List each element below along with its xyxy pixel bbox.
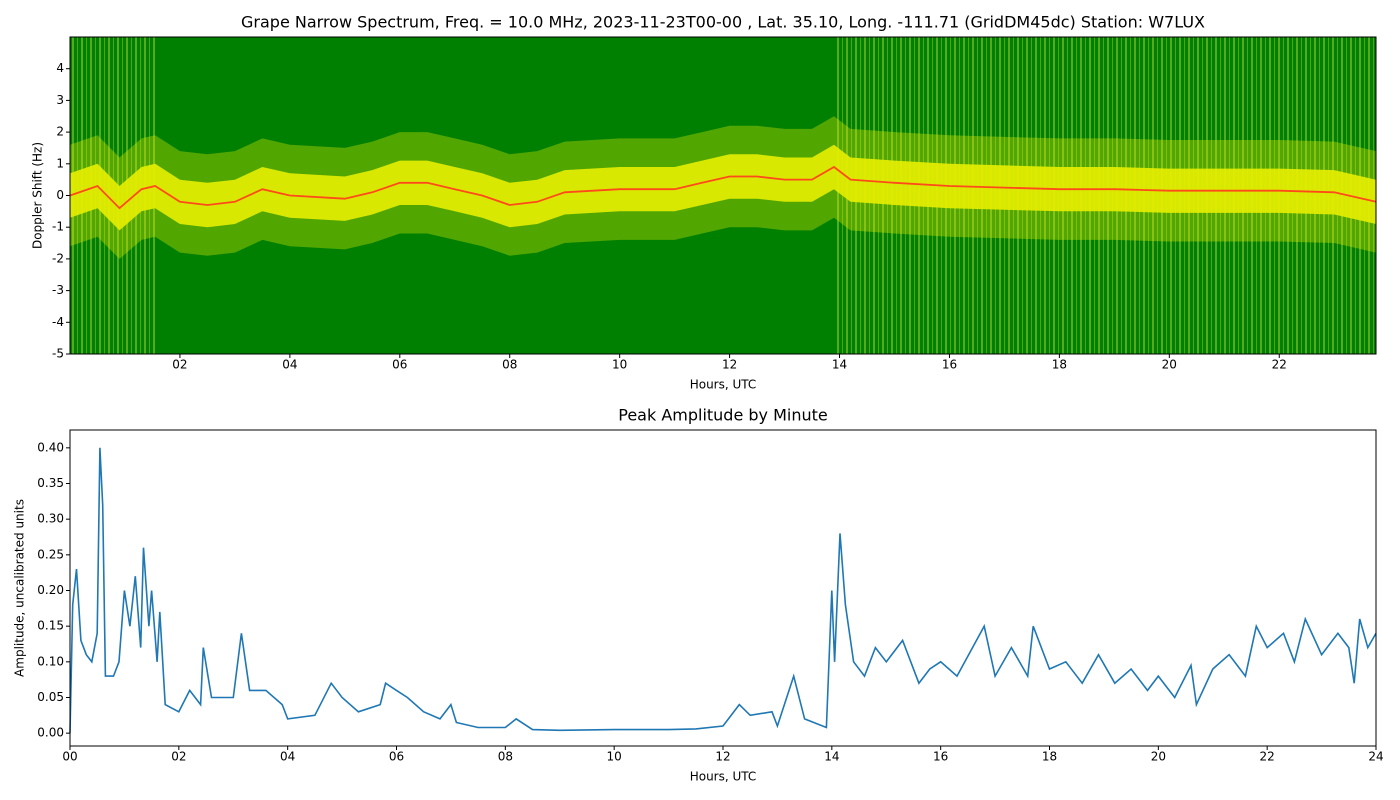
y-tick-label: -2 bbox=[52, 251, 64, 265]
x-tick-label: 08 bbox=[502, 358, 517, 372]
y-tick-label: 0.05 bbox=[37, 690, 64, 704]
x-tick-label: 06 bbox=[392, 358, 407, 372]
line-panel: 00 02 04 06 08 10 12 14 16 18 20 22 24 0.00 0.05 0.10 0.… bbox=[13, 406, 1384, 784]
signal-band bbox=[70, 144, 1376, 231]
y-tick-label: 0.30 bbox=[37, 512, 64, 526]
plot-frame bbox=[69, 429, 1377, 747]
x-tick-label: 04 bbox=[280, 750, 295, 764]
y-tick-label: 1 bbox=[56, 156, 64, 170]
x-tick-label: 12 bbox=[722, 358, 737, 372]
x-tick-label: 10 bbox=[612, 358, 627, 372]
x-tick-label: 04 bbox=[282, 358, 297, 372]
y-tick-label: 0.00 bbox=[37, 726, 64, 740]
y-tick-label: 0.15 bbox=[37, 619, 64, 633]
y-tick-label: -5 bbox=[52, 347, 64, 361]
y-tick-label: 0.35 bbox=[37, 476, 64, 490]
x-tick-label: 02 bbox=[172, 358, 187, 372]
x-tick-label: 14 bbox=[832, 358, 847, 372]
y-tick-label: -4 bbox=[52, 315, 64, 329]
x-tick-label: 06 bbox=[389, 750, 404, 764]
x-axis-label: Hours, UTC bbox=[690, 770, 757, 784]
y-tick-label: 4 bbox=[56, 61, 64, 75]
y-axis-label: Doppler Shift (Hz) bbox=[31, 142, 45, 249]
x-tick-label: 22 bbox=[1272, 358, 1287, 372]
y-tick-label: -1 bbox=[52, 220, 64, 234]
x-tick-label: 14 bbox=[824, 750, 839, 764]
y-tick-label: 0.20 bbox=[37, 583, 64, 597]
x-tick-label: 16 bbox=[933, 750, 948, 764]
amplitude-line bbox=[69, 447, 1377, 734]
y-tick-label: 0.10 bbox=[37, 654, 64, 668]
y-tick-label: 3 bbox=[56, 93, 64, 107]
x-tick-label: 16 bbox=[942, 358, 957, 372]
x-axis-label: Hours, UTC bbox=[690, 378, 757, 392]
spectrogram-panel: 02 04 06 08 10 12 14 16 18 20 22-5-4-3-2-101234Gra… bbox=[31, 13, 1377, 392]
doppler-trace bbox=[69, 165, 1377, 210]
chart-title: Grape Narrow Spectrum, Freq. = 10.0 MHz,… bbox=[241, 13, 1205, 32]
y-tick-label: 0.25 bbox=[37, 547, 64, 561]
x-tick-label: 00 bbox=[62, 750, 77, 764]
y-tick-label: 2 bbox=[56, 125, 64, 139]
x-tick-label: 10 bbox=[607, 750, 622, 764]
y-tick-label: 0 bbox=[56, 188, 64, 202]
x-tick-label: 20 bbox=[1162, 358, 1177, 372]
chart-title: Peak Amplitude by Minute bbox=[618, 406, 828, 425]
x-tick-label: 18 bbox=[1042, 750, 1057, 764]
x-tick-label: 02 bbox=[171, 750, 186, 764]
y-tick-label: 0.40 bbox=[37, 440, 64, 454]
x-tick-label: 22 bbox=[1260, 750, 1275, 764]
y-tick-label: -3 bbox=[52, 283, 64, 297]
x-tick-label: 12 bbox=[715, 750, 730, 764]
x-tick-label: 18 bbox=[1052, 358, 1067, 372]
y-axis-label: Amplitude, uncalibrated units bbox=[13, 499, 27, 677]
x-tick-label: 08 bbox=[498, 750, 513, 764]
x-tick-label: 24 bbox=[1368, 750, 1383, 764]
x-tick-label: 20 bbox=[1151, 750, 1166, 764]
